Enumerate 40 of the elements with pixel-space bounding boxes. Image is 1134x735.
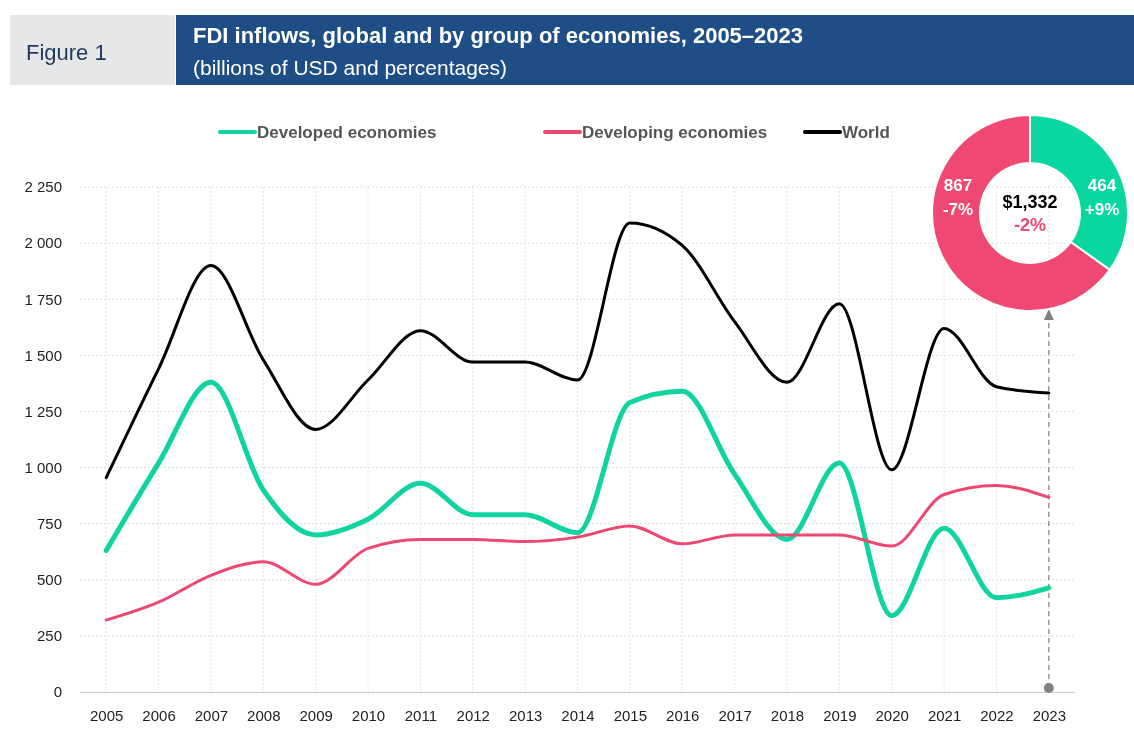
data-label: 464 +9%: [1084, 176, 1120, 219]
x-tick-label: 2010: [351, 706, 386, 724]
y-tick-label: 500: [36, 571, 62, 589]
chart-title: FDI inflows, global and by group of economies, 2005–2023: [193, 23, 804, 48]
y-tick-label: 1 750: [24, 290, 62, 308]
x-tick-label: 2009: [299, 706, 333, 724]
data-label: 867 -7%: [942, 176, 974, 219]
y-tick-label: 250: [36, 627, 62, 645]
y-tick-label: 0: [53, 683, 62, 701]
chart-subtitle: (billions of USD and percentages): [193, 56, 507, 79]
y-tick-label: 2 000: [24, 234, 62, 252]
x-tick-label: 2015: [613, 706, 648, 724]
y-tick-label: 2 250: [24, 178, 62, 196]
x-tick-label: 2005: [90, 706, 124, 724]
x-tick-label: 2016: [666, 706, 700, 724]
x-tick-label: 2006: [142, 706, 176, 724]
x-tick-label: 2018: [770, 706, 805, 724]
x-tick-label: 2019: [823, 706, 857, 724]
x-tick-label: 2020: [875, 706, 909, 724]
x-tick-label: 2008: [247, 706, 281, 724]
x-tick-label: 2012: [456, 706, 490, 724]
caption: Figure 1: [26, 40, 107, 65]
legend-label: World: [842, 123, 890, 142]
y-tick-label: 1 250: [24, 402, 62, 420]
x-tick-label: 2014: [561, 706, 595, 724]
x-tick-label: 2011: [404, 706, 438, 724]
x-tick-label: 2007: [194, 706, 229, 724]
x-tick-label: 2013: [508, 706, 543, 724]
x-tick-label: 2022: [980, 706, 1014, 724]
x-tick-label: 2017: [718, 706, 752, 724]
x-tick-label: 2021: [927, 706, 962, 724]
legend-label: Developed economies: [257, 123, 437, 142]
legend-label: Developing economies: [582, 123, 768, 142]
y-tick-label: 1 000: [24, 458, 62, 476]
line-series: [104, 484, 1051, 622]
y-tick-label: 750: [36, 514, 62, 532]
y-tick-label: 1 500: [24, 346, 62, 364]
x-tick-label: 2023: [1032, 706, 1066, 724]
annotation: -2%: [1013, 215, 1047, 235]
annotation: $1,332: [1002, 192, 1058, 212]
